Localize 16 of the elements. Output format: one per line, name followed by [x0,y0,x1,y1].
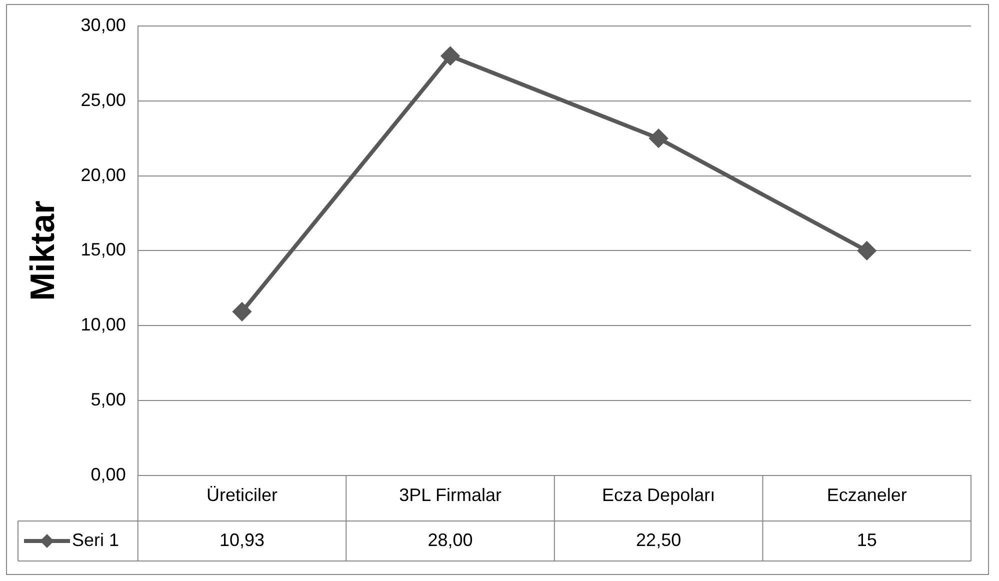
x-tick-label: 3PL Firmalar [399,485,502,506]
x-tick-label: Ecza Depoları [602,485,716,506]
y-tick-label: 20,00 [80,164,126,185]
point [441,46,460,65]
y-axis-title: Miktar [24,200,62,301]
y-tick-label: 10,00 [80,314,126,335]
y-tick-label: 15,00 [80,240,126,260]
y-tick-label: 0,00 [90,464,126,484]
y-tick-label: 5,00 [90,389,126,410]
point [650,129,668,148]
point [858,242,876,260]
y-tick-label: 30,00 [80,14,126,35]
y-tick-label: 25,00 [80,90,126,110]
point [232,302,251,321]
x-tick-label: Üreticiler [206,485,278,506]
x-tick-label: Eczaneler [826,485,907,506]
